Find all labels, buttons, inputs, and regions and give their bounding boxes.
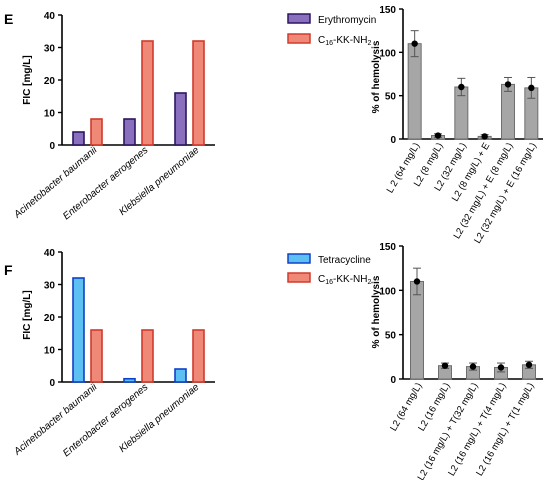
hemo-e-ylabel: % of hemolysis [371,40,382,113]
hemo-e-bar [407,43,422,140]
hemo-f-y-tick-label: 0 [390,375,396,386]
hemo-f-y-tick-label: 100 [379,286,396,297]
hemo-f-point [441,362,449,369]
hemo-e-y-tick-label: 100 [379,48,396,59]
fic-e-ylabel: FIC [mg/L] [22,55,33,104]
hemo-f-y-tick-label: 150 [379,242,396,253]
hemo-e-y-tick-label: 150 [379,5,396,16]
fic-f-y-tick-label: 20 [44,313,56,324]
fic-f-x-tick-label: Acinetobacter baumanii [12,381,100,458]
hemo-e-point [411,40,418,47]
fic-f-bar [192,329,205,383]
hemo-f-point [469,363,477,370]
fic-e-y-tick-label: 40 [44,11,56,22]
fic-f-y-tick-label: 10 [44,346,56,357]
hemo-e-y-tick-label: 50 [385,92,397,103]
fic-e-y-tick-label: 0 [49,141,55,152]
hemo-e-x-tick-label: L 2 (64 mg/L) [385,141,423,195]
fic-e-bar [141,40,154,146]
hemo-f-point [525,361,533,369]
fic-f-y-tick-label: 40 [44,248,56,259]
legend-f-tetracycline-swatch [287,253,311,264]
fic-f-ylabel: FIC [mg/L] [22,290,33,339]
legend-e-peptide-label: C16-KK-NH2 [318,35,371,47]
hemo-f-point [497,364,505,371]
fic-f-y-tick-label: 30 [44,281,56,292]
fic-f-bar [174,368,187,383]
hemo-e-bar [501,83,515,140]
fic-e-bar [192,40,205,146]
fic-e-y-tick-label: 10 [44,109,56,120]
panel-letter-f: F [4,262,13,278]
hemo-f-point [413,278,421,285]
hemo-f-bar [410,280,424,380]
hemo-e-y-tick-label: 0 [390,135,396,146]
hemo-f-y-tick-label: 50 [385,331,397,342]
legend-f-tetracycline-label: Tetracycline [318,255,371,266]
legend-e-erythromycin-label: Erythromycin [318,15,376,26]
fic-f-bar [72,277,85,383]
fic-e-bar [90,118,103,146]
fic-f-y-tick-label: 0 [49,378,55,389]
hemo-f-ylabel: % of hemolysis [371,275,382,348]
legend-f-peptide-swatch [287,272,311,283]
fic-e-bar [174,92,187,146]
fic-f-x-tick-label: Enterobacter aerogenes [61,382,150,459]
hemo-e-point [504,81,512,88]
hemo-e-point [528,84,535,92]
fic-e-y-tick-label: 30 [44,44,56,55]
fic-f-bar [141,329,154,383]
fic-e-bar [123,118,136,146]
fic-e-x-tick-label: Enterobacter aerogenes [61,145,150,222]
fic-f-bar [123,377,136,383]
legend-e-peptide-swatch [287,33,311,44]
fic-e-x-tick-label: Acinetobacter baumanii [12,144,100,221]
hemo-e-point [458,83,465,91]
fic-f-bar [90,329,103,383]
legend-e-erythromycin-swatch [287,13,311,24]
panel-letter-e: E [4,11,13,27]
fic-e-y-tick-label: 20 [44,76,56,87]
legend-f-peptide-label: C16-KK-NH2 [318,274,371,286]
hemo-e-point [481,133,488,140]
hemo-e-point [434,132,442,139]
fic-e-bar [72,131,85,146]
